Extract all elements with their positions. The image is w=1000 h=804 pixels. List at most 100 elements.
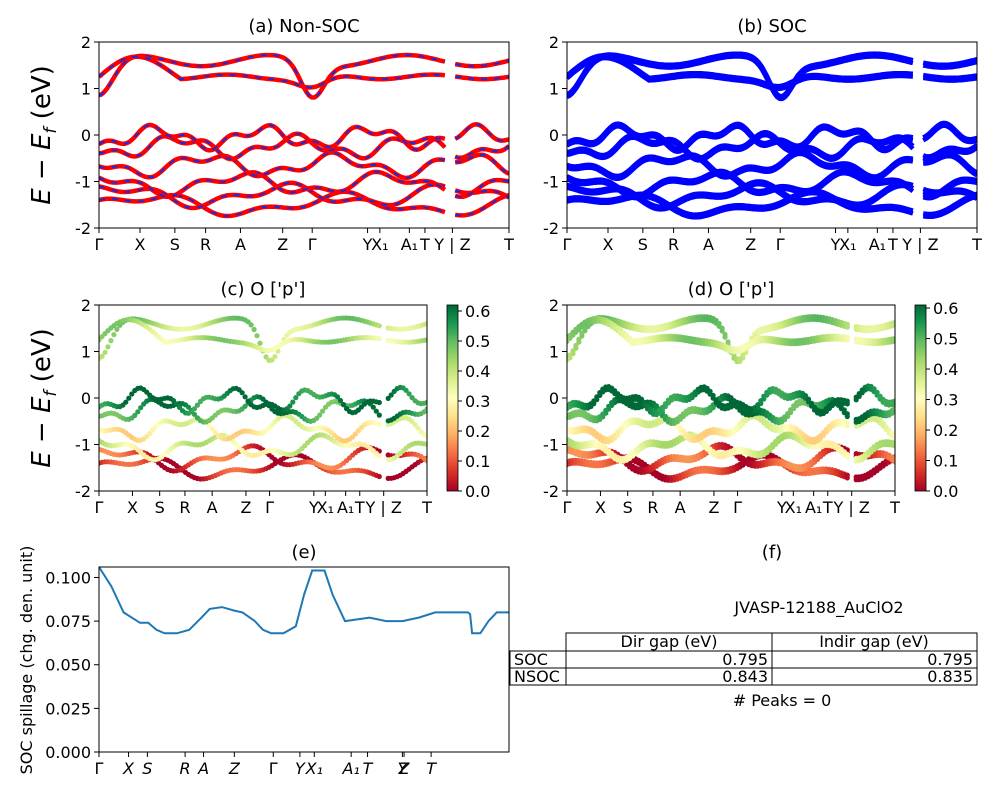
- panel-b-xtick-label: X₁: [839, 235, 856, 254]
- soc-band-line: [567, 190, 977, 220]
- projected-band-point: [579, 330, 585, 336]
- projected-band-point: [892, 456, 895, 462]
- pd-xtick-label: Γ: [733, 498, 742, 517]
- material-id: JVASP-12188_AuClO2: [733, 598, 903, 618]
- pc-colorbar-label: 0.5: [465, 332, 490, 351]
- pd-colorbar: [914, 304, 927, 492]
- pc-ytick-label: 1: [81, 343, 91, 362]
- projected-band-point: [147, 430, 153, 437]
- projected-band-point: [272, 354, 278, 360]
- projected-band-point: [802, 393, 809, 399]
- panel-e-xtick-label: Γ: [95, 759, 104, 778]
- pc-ytick-label: 2: [81, 296, 91, 315]
- panel-a-xtick-label: R: [200, 235, 211, 254]
- pd-xtick-label: X: [595, 498, 606, 517]
- projected-band-point: [871, 386, 877, 392]
- soc-band-line: [567, 53, 977, 89]
- projected-band-point: [641, 399, 648, 405]
- energy-ylabel-top: E − Ef (eV): [27, 65, 61, 205]
- projected-band-point: [257, 340, 263, 346]
- projected-band-point: [576, 336, 582, 342]
- projected-band-point: [844, 451, 850, 457]
- projected-band-point: [644, 403, 651, 409]
- projected-band-point: [376, 412, 382, 418]
- panel-b-ytick-label: 1: [549, 80, 559, 99]
- projected-band-point: [209, 426, 215, 432]
- row-soc-indir: 0.795: [927, 650, 973, 669]
- panel-a-xtick-label: T: [503, 235, 514, 254]
- projected-band-point: [173, 401, 180, 407]
- soc-band-line: [567, 179, 977, 209]
- svg-text:E − Ef (eV): E − Ef (eV): [27, 328, 61, 468]
- pc-colorbar-label: 0.1: [465, 452, 490, 471]
- projected-band-point: [808, 400, 815, 406]
- projected-band-point: [385, 395, 391, 401]
- panel-e-xtick-label: A₁: [341, 759, 359, 778]
- panel-e-xtick-label: Z: [398, 759, 411, 778]
- projected-band-point: [600, 411, 606, 417]
- pc-xtick-label: R: [179, 498, 190, 517]
- panel-b-ytick-label: 2: [549, 33, 559, 52]
- projected-band-point: [737, 421, 743, 427]
- panel-e-xtick-label: T: [426, 759, 437, 778]
- projected-band-point: [710, 392, 716, 398]
- panel-b-xtick-label: A₁: [869, 235, 886, 254]
- projected-band-point: [606, 403, 612, 409]
- projected-band-point: [731, 352, 737, 359]
- row-nsoc-label: NSOC: [514, 667, 560, 686]
- projected-band-point: [567, 352, 573, 358]
- panel-a-ytick-label: -1: [75, 173, 91, 192]
- projected-band-point: [844, 321, 850, 327]
- projected-band-point: [424, 337, 427, 343]
- pc-xtick-label: T: [354, 498, 365, 517]
- panel-a-xtick-label: Γ: [95, 235, 104, 254]
- panel-b-xtick-label: T: [887, 235, 898, 254]
- pc-ytick-label: -1: [75, 436, 91, 455]
- nsoc-band-dash: [99, 170, 509, 198]
- row-nsoc-indir: 0.835: [927, 667, 973, 686]
- projected-band-point: [758, 398, 764, 404]
- projected-band-point: [150, 427, 156, 433]
- panel-a-xtick-label: X₁: [371, 235, 388, 254]
- projected-band-point: [376, 473, 382, 480]
- projected-band-point: [755, 402, 761, 408]
- th-dir-gap: Dir gap (eV): [621, 632, 718, 651]
- projected-band-point: [853, 394, 859, 400]
- pd-xtick-label: Y | Z: [833, 498, 870, 517]
- panel-b-xtick-label: R: [668, 235, 679, 254]
- pc-xtick-label: Γ: [265, 498, 274, 517]
- panel-d-title: (d) O ['p']: [688, 279, 774, 300]
- pd-ytick-label: -1: [543, 436, 559, 455]
- panel-b-ytick-label: -1: [543, 173, 559, 192]
- projected-band-point: [722, 331, 728, 337]
- svg-text:E − Ef (eV): E − Ef (eV): [27, 65, 61, 205]
- panel-b-xtick-label: S: [638, 235, 648, 254]
- projected-band-point: [191, 406, 197, 412]
- row-soc-dir: 0.795: [722, 650, 768, 669]
- projected-band-point: [406, 391, 412, 397]
- projected-band-point: [263, 354, 269, 360]
- projected-band-point: [248, 322, 254, 328]
- nsoc-band-dash: [99, 53, 509, 99]
- projected-band-point: [719, 325, 725, 331]
- panel-a-xtick-label: Y | Z: [433, 235, 470, 254]
- pd-xtick-label: X₁: [785, 498, 802, 517]
- panel-a-title: (a) Non-SOC: [248, 16, 359, 37]
- projected-band-point: [573, 342, 579, 348]
- nsoc-band-dash: [99, 181, 509, 209]
- panel-a-xtick-label: S: [170, 235, 180, 254]
- projected-band-point: [844, 398, 850, 404]
- projected-band-point: [206, 422, 212, 428]
- projected-band-point: [412, 422, 418, 428]
- pd-colorbar-label: 0.4: [933, 360, 958, 379]
- panel-e-xtick-label: X₁: [305, 759, 323, 778]
- nsoc-band-dash: [99, 151, 509, 179]
- panel-b-xtick-label: Y: [830, 235, 841, 254]
- projected-band-point: [239, 390, 245, 396]
- projected-band-point: [424, 406, 427, 412]
- projected-band-point: [662, 401, 669, 407]
- th-indir-gap: Indir gap (eV): [819, 632, 929, 651]
- spillage-ylabel: SOC spillage (chg. den. unit): [17, 546, 36, 775]
- projected-band-point: [123, 399, 129, 405]
